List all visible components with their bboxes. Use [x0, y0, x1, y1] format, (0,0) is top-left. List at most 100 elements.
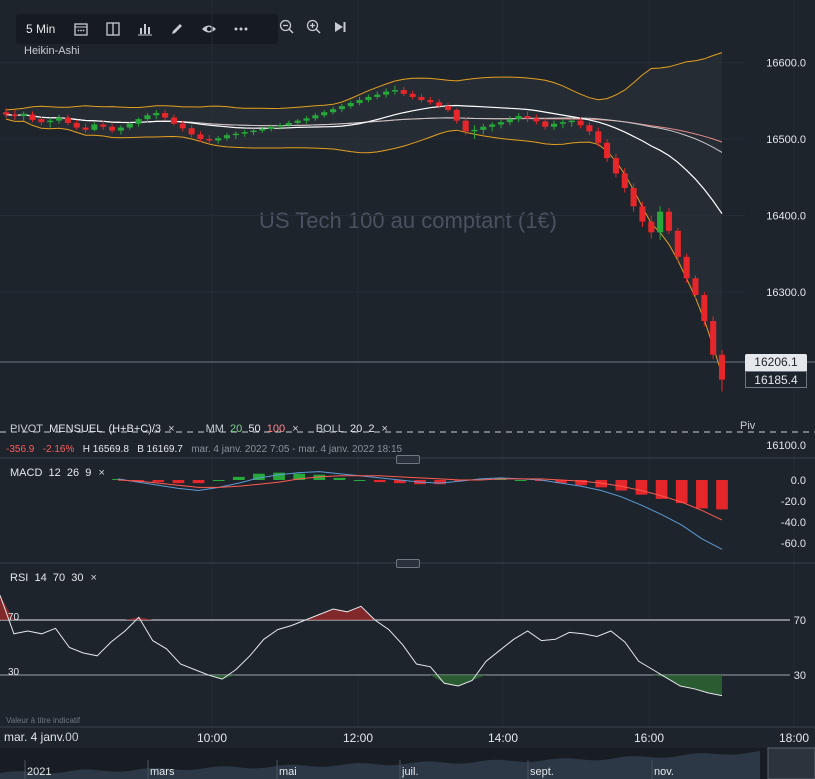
macd-histogram-bar: [696, 480, 708, 509]
candle: [374, 94, 381, 97]
navigator-label: juil.: [401, 766, 419, 778]
remove-pivot-icon[interactable]: ×: [168, 423, 175, 435]
navigator-label: 2021: [27, 766, 51, 778]
macd-histogram-bar: [575, 480, 587, 486]
remove-ma-icon[interactable]: ×: [292, 423, 299, 435]
candle: [409, 93, 416, 97]
candle: [312, 115, 319, 119]
change-value: -356.9: [6, 444, 35, 455]
remove-rsi-icon[interactable]: ×: [90, 572, 97, 584]
ma-legend[interactable]: MM 20 50 100: [205, 423, 286, 435]
indicator-legend: PIVOT MENSUEL (H+B+C)/3 × MM 20 50 100 ×…: [10, 423, 388, 435]
zoom-in-icon[interactable]: [306, 19, 321, 39]
time-axis-label: 10:00: [197, 731, 227, 745]
candle: [91, 124, 98, 130]
macd-histogram-bar: [716, 480, 728, 510]
macd-axis-label: -60.0: [781, 538, 806, 550]
candle: [2, 112, 10, 115]
ma-20-line: [5, 104, 723, 215]
toolbar: 5 Min: [16, 14, 278, 44]
candle: [692, 278, 699, 296]
candle: [38, 119, 45, 123]
candle: [718, 354, 726, 380]
candle: [64, 117, 71, 123]
change-percent: -2.16%: [42, 444, 75, 455]
candle: [29, 114, 36, 120]
low-value: B 16169.7: [137, 444, 183, 455]
zoom-controls: [273, 14, 353, 44]
candle: [489, 124, 496, 127]
macd-histogram-bar: [555, 480, 567, 484]
candle: [73, 122, 80, 128]
macd-histogram-bar: [514, 480, 527, 481]
bar-chart-icon[interactable]: [129, 15, 161, 43]
candle: [453, 109, 460, 121]
eye-icon[interactable]: [193, 15, 225, 43]
boll-lower-line: [5, 118, 723, 375]
candle: [630, 187, 637, 207]
candle: [285, 122, 292, 126]
candle: [11, 114, 18, 117]
date-range: mar. 4 janv. 2022 7:05 - mar. 4 janv. 20…: [191, 444, 403, 455]
date-label: mar. 4 janv.00: [0, 730, 83, 746]
candle: [126, 123, 133, 128]
candle: [391, 90, 398, 92]
macd-histogram-bar: [353, 480, 366, 481]
candle: [710, 321, 717, 355]
rsi-legend: RSI 14 70 30 ×: [10, 572, 97, 584]
macd-histogram-bar: [112, 478, 124, 480]
macd-signal-line: [117, 475, 723, 521]
price-axis-label: 16500.0: [766, 134, 806, 146]
time-axis-label: 14:00: [488, 731, 518, 745]
macd-histogram-bar: [212, 480, 225, 481]
candle: [109, 126, 116, 131]
macd-histogram-bar: [595, 480, 608, 488]
last-price-tag: 16206.1: [745, 354, 807, 371]
boll-legend[interactable]: BOLL 20 2: [315, 423, 375, 435]
navigator-label: sept.: [530, 766, 554, 778]
candle: [144, 115, 151, 120]
candle: [657, 211, 664, 233]
timeframe-selector[interactable]: 5 Min: [26, 22, 56, 36]
candle: [100, 124, 107, 127]
macd-histogram-bar: [132, 480, 144, 482]
resize-handle-macd[interactable]: [396, 455, 420, 464]
rsi-line: [0, 595, 723, 697]
candle: [542, 121, 549, 127]
candle: [338, 106, 345, 110]
candle: [330, 109, 337, 113]
candle: [321, 112, 328, 116]
layout-icon[interactable]: [97, 15, 129, 43]
candle: [612, 158, 619, 174]
macd-histogram-bar: [534, 480, 547, 482]
remove-macd-icon[interactable]: ×: [98, 467, 105, 479]
candle: [595, 131, 602, 143]
candle: [117, 127, 124, 131]
calendar-icon[interactable]: [65, 15, 97, 43]
remove-boll-icon[interactable]: ×: [381, 423, 388, 435]
pivot-legend[interactable]: PIVOT MENSUEL (H+B+C)/3: [10, 423, 162, 435]
candle: [188, 128, 195, 135]
candle: [55, 117, 63, 121]
candle: [471, 129, 478, 132]
skip-to-end-icon[interactable]: [333, 20, 347, 39]
time-axis-label: 18:00: [779, 731, 809, 745]
candle: [674, 230, 681, 257]
macd-histogram-bar: [394, 480, 406, 484]
navigator-handle: [767, 747, 815, 779]
macd-histogram-bar: [454, 480, 467, 482]
time-axis-label: 12:00: [343, 731, 373, 745]
zoom-out-icon[interactable]: [279, 19, 294, 39]
macd-histogram-bar: [373, 480, 386, 483]
price-axis-label: 16300.0: [766, 287, 806, 299]
macd-legend: MACD 12 26 9 ×: [10, 467, 105, 479]
pencil-icon[interactable]: [161, 15, 193, 43]
rsi-axis-label: 30: [794, 670, 806, 682]
session-info: -356.9 -2.16% H 16569.8 B 16169.7 mar. 4…: [6, 444, 402, 455]
rsi-level-70-left: 70: [8, 612, 20, 623]
resize-handle-rsi[interactable]: [396, 559, 420, 568]
more-icon[interactable]: [225, 15, 257, 43]
navigator-area: [0, 750, 760, 779]
candle: [259, 129, 266, 131]
